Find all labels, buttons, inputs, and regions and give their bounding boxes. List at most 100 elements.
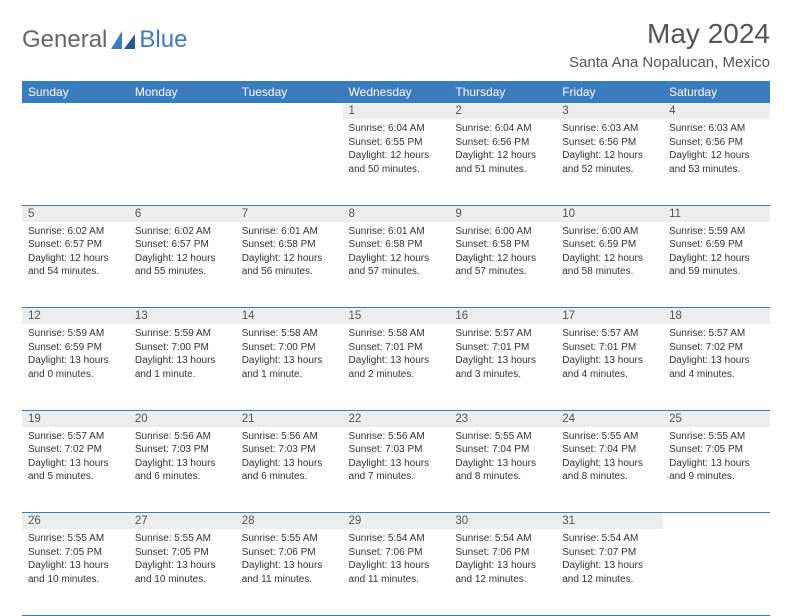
sunrise-line: Sunrise: 6:00 AM (562, 225, 657, 239)
sunrise-line: Sunrise: 6:04 AM (455, 122, 550, 136)
day-cell: Sunrise: 6:03 AMSunset: 6:56 PMDaylight:… (663, 119, 770, 205)
day-number (22, 103, 129, 119)
day-number: 12 (22, 308, 129, 325)
sunrise-line: Sunrise: 5:59 AM (28, 327, 123, 341)
day-cell-body: Sunrise: 5:59 AMSunset: 6:59 PMDaylight:… (663, 222, 770, 285)
day-cell: Sunrise: 5:55 AMSunset: 7:04 PMDaylight:… (556, 427, 663, 513)
day-cell-body: Sunrise: 5:58 AMSunset: 7:01 PMDaylight:… (343, 324, 450, 387)
sunset-line: Sunset: 7:02 PM (669, 341, 764, 355)
sunset-line: Sunset: 6:57 PM (28, 238, 123, 252)
day-number: 9 (449, 205, 556, 222)
sunrise-line: Sunrise: 5:54 AM (455, 532, 550, 546)
day-number: 31 (556, 513, 663, 530)
day-cell-body: Sunrise: 5:55 AMSunset: 7:04 PMDaylight:… (556, 427, 663, 490)
daynum-row: 1234 (22, 103, 770, 119)
day-cell-body: Sunrise: 6:02 AMSunset: 6:57 PMDaylight:… (129, 222, 236, 285)
day-cell-body: Sunrise: 6:04 AMSunset: 6:56 PMDaylight:… (449, 119, 556, 182)
day-cell-body: Sunrise: 5:56 AMSunset: 7:03 PMDaylight:… (343, 427, 450, 490)
sunrise-line: Sunrise: 6:01 AM (349, 225, 444, 239)
day-cell-body: Sunrise: 5:54 AMSunset: 7:07 PMDaylight:… (556, 529, 663, 592)
sunset-line: Sunset: 7:05 PM (669, 443, 764, 457)
daylight-line: Daylight: 13 hours and 10 minutes. (28, 559, 123, 586)
sunrise-line: Sunrise: 5:58 AM (242, 327, 337, 341)
daylight-line: Daylight: 13 hours and 0 minutes. (28, 354, 123, 381)
sunset-line: Sunset: 6:55 PM (349, 136, 444, 150)
daylight-line: Daylight: 13 hours and 8 minutes. (455, 457, 550, 484)
daylight-line: Daylight: 12 hours and 52 minutes. (562, 149, 657, 176)
day-number: 28 (236, 513, 343, 530)
daylight-line: Daylight: 12 hours and 51 minutes. (455, 149, 550, 176)
day-cell: Sunrise: 5:57 AMSunset: 7:01 PMDaylight:… (556, 324, 663, 410)
dayname-header: Thursday (449, 81, 556, 103)
sunrise-line: Sunrise: 5:56 AM (135, 430, 230, 444)
daylight-line: Daylight: 12 hours and 58 minutes. (562, 252, 657, 279)
day-cell: Sunrise: 6:00 AMSunset: 6:59 PMDaylight:… (556, 222, 663, 308)
day-cell-body: Sunrise: 6:03 AMSunset: 6:56 PMDaylight:… (663, 119, 770, 182)
day-number: 23 (449, 410, 556, 427)
week-row: Sunrise: 6:02 AMSunset: 6:57 PMDaylight:… (22, 222, 770, 308)
month-title: May 2024 (569, 18, 770, 50)
day-cell-body: Sunrise: 6:00 AMSunset: 6:59 PMDaylight:… (556, 222, 663, 285)
day-cell-body: Sunrise: 5:59 AMSunset: 7:00 PMDaylight:… (129, 324, 236, 387)
sunset-line: Sunset: 7:06 PM (349, 546, 444, 560)
sunrise-line: Sunrise: 6:01 AM (242, 225, 337, 239)
daylight-line: Daylight: 12 hours and 50 minutes. (349, 149, 444, 176)
sunset-line: Sunset: 7:01 PM (562, 341, 657, 355)
dayname-row: SundayMondayTuesdayWednesdayThursdayFrid… (22, 81, 770, 103)
sunrise-line: Sunrise: 6:03 AM (562, 122, 657, 136)
day-number: 14 (236, 308, 343, 325)
title-block: May 2024 Santa Ana Nopalucan, Mexico (569, 18, 770, 71)
dayname-header: Saturday (663, 81, 770, 103)
sunrise-line: Sunrise: 5:57 AM (28, 430, 123, 444)
day-number: 30 (449, 513, 556, 530)
daynum-row: 19202122232425 (22, 410, 770, 427)
day-cell: Sunrise: 5:58 AMSunset: 7:00 PMDaylight:… (236, 324, 343, 410)
day-number (236, 103, 343, 119)
day-number: 10 (556, 205, 663, 222)
day-number: 19 (22, 410, 129, 427)
day-cell: Sunrise: 6:00 AMSunset: 6:58 PMDaylight:… (449, 222, 556, 308)
day-number: 20 (129, 410, 236, 427)
day-cell (663, 529, 770, 615)
day-cell-body: Sunrise: 5:57 AMSunset: 7:01 PMDaylight:… (556, 324, 663, 387)
sunrise-line: Sunrise: 5:55 AM (28, 532, 123, 546)
daylight-line: Daylight: 12 hours and 54 minutes. (28, 252, 123, 279)
sunrise-line: Sunrise: 5:54 AM (349, 532, 444, 546)
day-cell: Sunrise: 5:59 AMSunset: 6:59 PMDaylight:… (22, 324, 129, 410)
day-number: 16 (449, 308, 556, 325)
sunset-line: Sunset: 6:56 PM (455, 136, 550, 150)
day-number: 5 (22, 205, 129, 222)
sunset-line: Sunset: 7:00 PM (242, 341, 337, 355)
day-number: 26 (22, 513, 129, 530)
day-cell: Sunrise: 5:55 AMSunset: 7:05 PMDaylight:… (129, 529, 236, 615)
day-cell (129, 119, 236, 205)
daylight-line: Daylight: 12 hours and 59 minutes. (669, 252, 764, 279)
day-cell-body: Sunrise: 5:56 AMSunset: 7:03 PMDaylight:… (129, 427, 236, 490)
daylight-line: Daylight: 13 hours and 11 minutes. (349, 559, 444, 586)
sunset-line: Sunset: 7:05 PM (28, 546, 123, 560)
day-number: 11 (663, 205, 770, 222)
daylight-line: Daylight: 13 hours and 5 minutes. (28, 457, 123, 484)
day-number: 8 (343, 205, 450, 222)
sunset-line: Sunset: 6:56 PM (562, 136, 657, 150)
logo-text-general: General (22, 26, 107, 54)
daylight-line: Daylight: 13 hours and 4 minutes. (669, 354, 764, 381)
day-number: 2 (449, 103, 556, 119)
sunset-line: Sunset: 6:59 PM (562, 238, 657, 252)
daylight-line: Daylight: 13 hours and 2 minutes. (349, 354, 444, 381)
day-number: 6 (129, 205, 236, 222)
day-cell-body: Sunrise: 6:01 AMSunset: 6:58 PMDaylight:… (343, 222, 450, 285)
day-number: 13 (129, 308, 236, 325)
day-cell-body: Sunrise: 5:55 AMSunset: 7:05 PMDaylight:… (129, 529, 236, 592)
day-cell-body: Sunrise: 5:55 AMSunset: 7:05 PMDaylight:… (663, 427, 770, 490)
week-row: Sunrise: 5:59 AMSunset: 6:59 PMDaylight:… (22, 324, 770, 410)
sunset-line: Sunset: 7:05 PM (135, 546, 230, 560)
day-cell-body: Sunrise: 5:56 AMSunset: 7:03 PMDaylight:… (236, 427, 343, 490)
day-cell: Sunrise: 5:59 AMSunset: 7:00 PMDaylight:… (129, 324, 236, 410)
daylight-line: Daylight: 13 hours and 10 minutes. (135, 559, 230, 586)
sunrise-line: Sunrise: 5:58 AM (349, 327, 444, 341)
dayname-header: Monday (129, 81, 236, 103)
sunrise-line: Sunrise: 6:00 AM (455, 225, 550, 239)
day-cell: Sunrise: 6:04 AMSunset: 6:55 PMDaylight:… (343, 119, 450, 205)
day-cell-body: Sunrise: 6:04 AMSunset: 6:55 PMDaylight:… (343, 119, 450, 182)
